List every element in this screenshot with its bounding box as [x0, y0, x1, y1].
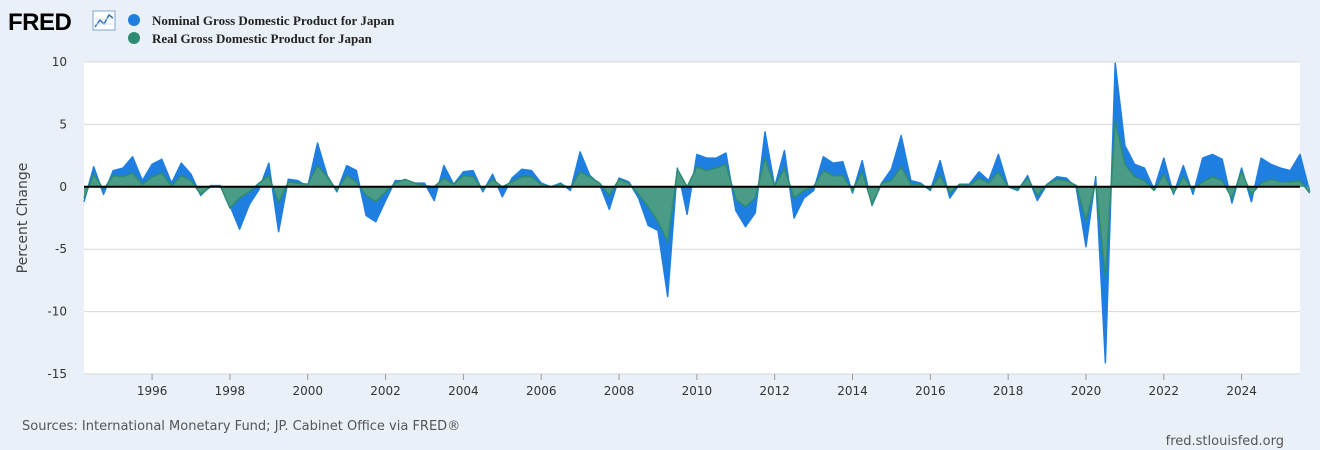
fred-logo-text: FRED	[8, 9, 72, 36]
x-tick-label: 2022	[1149, 384, 1180, 398]
legend-marker-nominal	[128, 14, 140, 26]
x-tick-label: 2018	[993, 384, 1024, 398]
y-tick-label: 5	[59, 117, 67, 131]
line-chart-icon	[92, 10, 116, 31]
y-tick-label: 0	[59, 180, 67, 194]
legend: Nominal Gross Domestic Product for Japan…	[128, 13, 395, 46]
x-tick-label: 2024	[1226, 384, 1257, 398]
y-tick-label: -15	[47, 367, 67, 381]
x-tick-label: 2020	[1071, 384, 1102, 398]
y-axis-title: Percent Change	[15, 163, 31, 274]
legend-item-nominal[interactable]: Nominal Gross Domestic Product for Japan	[128, 13, 395, 28]
x-tick-label: 2008	[604, 384, 635, 398]
y-tick-label: -5	[55, 242, 67, 256]
y-tick-label: -10	[47, 305, 67, 319]
x-tick-label: 2000	[292, 384, 323, 398]
series-layer	[83, 62, 1311, 364]
legend-marker-real	[128, 32, 140, 44]
x-tick-label: 2014	[837, 384, 868, 398]
x-axis-ticks: 1996 1998 2000 2002 2004 2006 2008 2010 2012 2014…	[137, 374, 1257, 398]
x-tick-label: 2002	[370, 384, 401, 398]
y-tick-label: 10	[52, 55, 67, 69]
x-tick-label: 2010	[682, 384, 713, 398]
series-line-real[interactable]	[83, 119, 1311, 279]
x-tick-label: 1998	[215, 384, 246, 398]
fred-credit[interactable]: fred.stlouisfed.org	[1166, 434, 1284, 449]
series-line-nominal[interactable]	[83, 62, 1311, 364]
source-note: Sources: International Monetary Fund; JP…	[22, 419, 460, 434]
legend-label-real: Real Gross Domestic Product for Japan	[152, 31, 373, 46]
x-tick-label: 2006	[526, 384, 557, 398]
legend-item-real[interactable]: Real Gross Domestic Product for Japan	[128, 31, 373, 46]
x-tick-label: 1996	[137, 384, 168, 398]
legend-label-nominal: Nominal Gross Domestic Product for Japan	[152, 13, 395, 28]
fred-logo[interactable]: FRED	[8, 9, 116, 36]
gridlines	[84, 61, 1300, 375]
x-tick-label: 2004	[448, 384, 479, 398]
x-tick-label: 2012	[759, 384, 790, 398]
y-axis-ticks: 10 5 0 -5 -10 -15	[47, 55, 67, 381]
x-tick-label: 2016	[915, 384, 946, 398]
